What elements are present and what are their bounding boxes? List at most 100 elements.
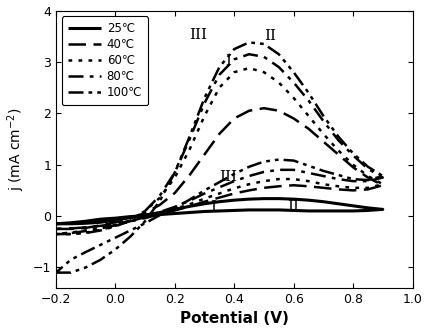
60℃ xyxy=(83,230,88,234)
100℃ xyxy=(113,236,118,240)
40℃ xyxy=(143,216,148,220)
40℃ xyxy=(54,227,59,231)
25℃ xyxy=(232,208,237,212)
100℃ xyxy=(306,164,311,168)
100℃ xyxy=(306,91,311,95)
40℃ xyxy=(262,106,267,110)
100℃ xyxy=(232,172,237,176)
60℃ xyxy=(351,163,356,167)
100℃ xyxy=(158,213,163,217)
100℃ xyxy=(98,258,103,262)
60℃ xyxy=(98,228,103,232)
40℃ xyxy=(54,227,59,231)
100℃ xyxy=(143,219,148,223)
100℃ xyxy=(351,177,356,181)
100℃ xyxy=(128,228,133,232)
60℃ xyxy=(291,96,296,100)
60℃ xyxy=(217,192,222,196)
80℃ xyxy=(113,224,118,228)
80℃ xyxy=(291,168,296,172)
60℃ xyxy=(247,66,252,70)
100℃ xyxy=(172,206,177,210)
25℃ xyxy=(217,209,222,213)
40℃ xyxy=(321,139,326,143)
40℃ xyxy=(98,224,103,228)
80℃ xyxy=(276,65,281,69)
80℃ xyxy=(54,232,59,236)
40℃ xyxy=(83,226,88,230)
25℃ xyxy=(321,209,326,213)
60℃ xyxy=(262,179,267,183)
80℃ xyxy=(83,231,88,235)
40℃ xyxy=(113,222,118,226)
100℃ xyxy=(54,271,59,275)
40℃ xyxy=(306,127,311,131)
80℃ xyxy=(68,232,73,236)
80℃ xyxy=(217,185,222,189)
60℃ xyxy=(232,70,237,74)
80℃ xyxy=(351,153,356,157)
40℃ xyxy=(351,188,356,192)
60℃ xyxy=(172,176,177,180)
Line: 25℃: 25℃ xyxy=(56,199,383,224)
80℃ xyxy=(306,171,311,175)
Y-axis label: j (mA cm$^{-2}$): j (mA cm$^{-2}$) xyxy=(6,108,27,191)
25℃ xyxy=(68,222,73,226)
Text: III: III xyxy=(190,29,208,42)
40℃ xyxy=(276,109,281,113)
25℃ xyxy=(143,213,148,217)
60℃ xyxy=(143,209,148,213)
60℃ xyxy=(291,177,296,181)
40℃ xyxy=(158,203,163,207)
40℃ xyxy=(232,117,237,121)
100℃ xyxy=(276,52,281,56)
80℃ xyxy=(172,170,177,174)
60℃ xyxy=(306,114,311,118)
25℃ xyxy=(262,197,267,201)
25℃ xyxy=(291,208,296,212)
80℃ xyxy=(232,57,237,61)
X-axis label: Potential (V): Potential (V) xyxy=(180,311,288,326)
60℃ xyxy=(276,80,281,84)
80℃ xyxy=(68,231,73,235)
25℃ xyxy=(98,217,103,221)
80℃ xyxy=(351,179,356,183)
40℃ xyxy=(366,187,371,191)
40℃ xyxy=(217,196,222,200)
80℃ xyxy=(143,209,148,213)
40℃ xyxy=(321,186,326,190)
25℃ xyxy=(247,208,252,212)
100℃ xyxy=(262,42,267,46)
60℃ xyxy=(98,225,103,229)
80℃ xyxy=(366,167,371,171)
40℃ xyxy=(291,183,296,187)
100℃ xyxy=(291,159,296,163)
40℃ xyxy=(306,184,311,188)
60℃ xyxy=(366,186,371,190)
40℃ xyxy=(172,191,177,195)
80℃ xyxy=(306,99,311,103)
80℃ xyxy=(291,80,296,84)
100℃ xyxy=(336,134,341,138)
25℃ xyxy=(202,209,207,213)
25℃ xyxy=(143,213,148,217)
25℃ xyxy=(306,209,311,213)
100℃ xyxy=(54,271,59,275)
60℃ xyxy=(321,182,326,186)
60℃ xyxy=(336,184,341,188)
80℃ xyxy=(98,226,103,230)
25℃ xyxy=(321,200,326,204)
60℃ xyxy=(187,147,192,151)
Line: 80℃: 80℃ xyxy=(56,54,383,234)
100℃ xyxy=(128,235,133,239)
40℃ xyxy=(187,204,192,208)
100℃ xyxy=(68,271,73,275)
80℃ xyxy=(262,170,267,174)
100℃ xyxy=(321,169,326,173)
40℃ xyxy=(172,208,177,212)
100℃ xyxy=(247,165,252,169)
100℃ xyxy=(172,170,177,174)
60℃ xyxy=(232,186,237,190)
100℃ xyxy=(202,96,207,100)
60℃ xyxy=(321,132,326,136)
